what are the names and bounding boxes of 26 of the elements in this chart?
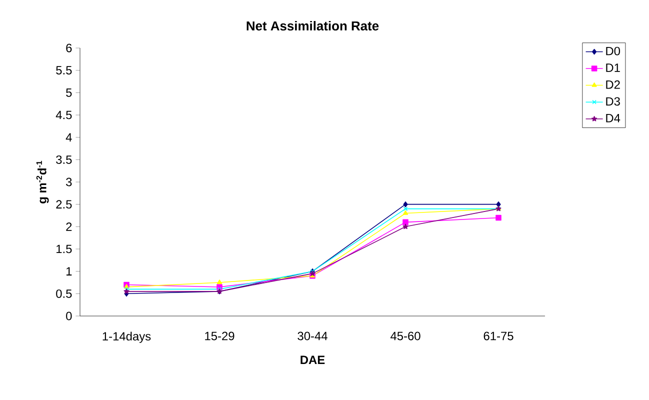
chart-title: Net Assimilation Rate: [246, 20, 379, 30]
legend-label: D2: [606, 80, 620, 89]
y-tick-label: 1.5: [56, 244, 72, 254]
y-tick-label: 3: [66, 178, 72, 186]
y-tick-label: 4: [66, 133, 72, 142]
legend-label: D0: [606, 46, 620, 56]
y-tick-label: 5.5: [56, 66, 72, 74]
y-tick-label: 5: [66, 88, 72, 97]
x-tick-label: 30-44: [298, 332, 328, 340]
x-tick-label: 45-60: [390, 332, 420, 340]
legend-label: D3: [606, 97, 620, 106]
y-tick-label: 4.5: [56, 110, 72, 120]
y-tick-label: 2.5: [56, 200, 72, 209]
x-axis-title: DAE: [300, 356, 325, 364]
y-tick-label: 2: [66, 222, 72, 231]
x-tick-label: 1-14days: [102, 332, 151, 343]
y-tick-label: 0.5: [56, 289, 72, 298]
y-tick-label: 6: [66, 44, 72, 52]
y-axis-title: g m$^{-2}$d$^{-1}$: [36, 160, 49, 204]
y-tick-label: 3.5: [56, 155, 72, 164]
legend-label: D4: [606, 114, 620, 122]
y-tick-label: 1: [66, 267, 72, 276]
x-tick-label: 15-29: [205, 332, 234, 340]
x-tick-label: 61-75: [484, 332, 514, 340]
y-tick-label: 0: [66, 312, 72, 320]
legend-label: D1: [606, 64, 620, 72]
